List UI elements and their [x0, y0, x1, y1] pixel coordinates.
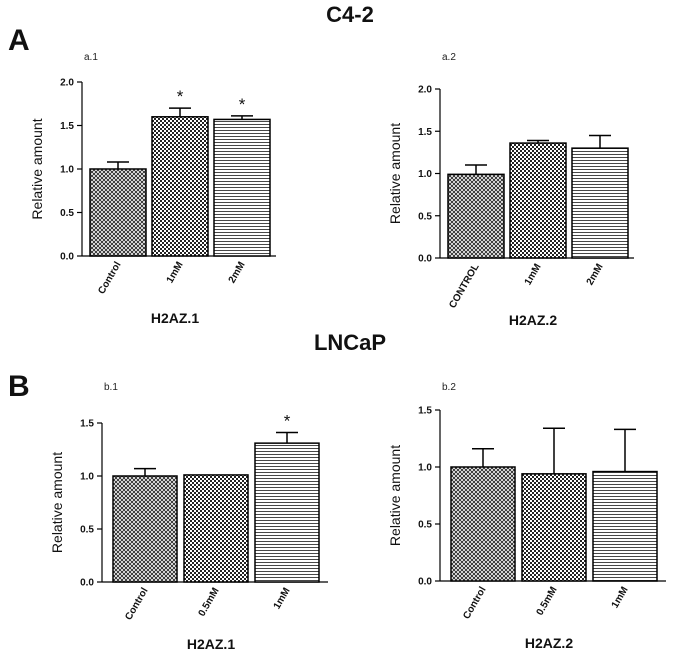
- chart-b2: b.2 0.0 0.5 1.0 1.5 Relative amount Control 0.5…: [387, 382, 666, 651]
- panel-label: b.1: [104, 382, 118, 393]
- bar-0.5mm: [183, 474, 249, 583]
- y-tick-label: 1.0: [60, 165, 74, 176]
- y-axis-label: Relative amount: [49, 452, 65, 553]
- significance-marker: *: [284, 412, 291, 431]
- x-tick-label: 1mM: [272, 586, 293, 611]
- y-tick-label: 0.5: [418, 211, 432, 222]
- bar-1mm: [254, 442, 320, 583]
- y-tick-label: 1.0: [80, 472, 94, 483]
- y-tick-label: 0.5: [60, 208, 74, 219]
- y-tick-label: 1.5: [80, 419, 94, 430]
- y-tick-label: 1.5: [60, 121, 74, 132]
- x-tick-label: 0.5mM: [535, 585, 560, 617]
- y-tick-label: 2.0: [60, 78, 74, 89]
- panel-label: b.2: [442, 382, 456, 393]
- bar-1mm: [151, 116, 209, 257]
- y-tick-label: 0.5: [418, 520, 432, 531]
- x-axis-label: H2AZ.1: [151, 310, 199, 326]
- panel-label: a.1: [84, 52, 98, 63]
- section-a-letter: A: [8, 24, 30, 57]
- x-tick-label: 2mM: [585, 262, 606, 287]
- bar-2mm: [571, 147, 629, 259]
- y-axis-label: Relative amount: [29, 118, 45, 219]
- panel-label: a.2: [442, 52, 456, 63]
- x-tick-label: 0.5mM: [197, 586, 222, 618]
- significance-marker: *: [177, 87, 184, 106]
- bar-1mm: [592, 470, 658, 582]
- section-b-letter: B: [8, 370, 30, 403]
- y-tick-label: 1.0: [418, 169, 432, 180]
- bar-control: [450, 466, 516, 582]
- x-tick-label: CONTROL: [447, 262, 481, 310]
- x-tick-label: 1mM: [165, 260, 186, 285]
- bar-1mm: [509, 142, 567, 259]
- section-a-title: C4-2: [326, 2, 374, 27]
- x-tick-label: Control: [96, 260, 123, 296]
- y-tick-label: 1.5: [418, 127, 432, 138]
- bar-0.5mm: [521, 473, 587, 582]
- y-tick-label: 0.0: [418, 577, 432, 588]
- y-tick-label: 1.5: [418, 406, 432, 417]
- x-axis-label: H2AZ.2: [525, 635, 573, 651]
- chart-a1: a.1 0.0 0.5 1.0 1.5 2.0 Relative amount Control…: [29, 52, 276, 326]
- y-tick-label: 0.0: [60, 252, 74, 263]
- y-tick-label: 0.5: [80, 525, 94, 536]
- x-tick-label: 1mM: [610, 585, 631, 610]
- chart-a2: a.2 0.0 0.5 1.0 1.5 2.0 Relative amount CONTROL…: [387, 52, 634, 328]
- y-axis-label: Relative amount: [387, 123, 403, 224]
- significance-marker: *: [239, 95, 246, 114]
- x-tick-label: Control: [461, 585, 488, 621]
- y-axis-label: Relative amount: [387, 445, 403, 546]
- x-axis-label: H2AZ.2: [509, 312, 557, 328]
- y-tick-label: 0.0: [418, 254, 432, 265]
- section-b-title: LNCaP: [313, 330, 387, 355]
- x-axis-label: H2AZ.1: [187, 636, 235, 652]
- y-tick-label: 0.0: [80, 578, 94, 589]
- x-tick-label: Control: [123, 586, 150, 622]
- chart-b1: b.1 0.0 0.5 1.0 1.5 Relative amount Control 0.5…: [49, 382, 328, 652]
- y-tick-label: 2.0: [418, 85, 432, 96]
- x-tick-label: 2mM: [227, 260, 248, 285]
- y-tick-label: 1.0: [418, 463, 432, 474]
- bar-control: [89, 168, 147, 257]
- bar-control: [112, 475, 178, 583]
- bar-control: [447, 173, 505, 259]
- x-tick-label: 1mM: [523, 262, 544, 287]
- bar-2mm: [213, 118, 271, 257]
